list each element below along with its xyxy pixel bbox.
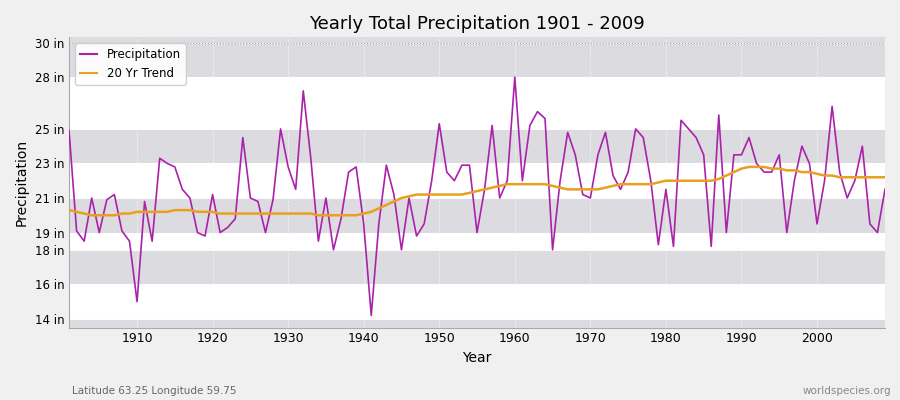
Y-axis label: Precipitation: Precipitation [15,139,29,226]
Bar [69,232,885,250]
Bar [69,164,885,198]
Text: Latitude 63.25 Longitude 59.75: Latitude 63.25 Longitude 59.75 [72,386,237,396]
Bar [69,284,885,319]
Title: Yearly Total Precipitation 1901 - 2009: Yearly Total Precipitation 1901 - 2009 [309,15,645,33]
Bar [69,77,885,129]
X-axis label: Year: Year [463,351,491,365]
Legend: Precipitation, 20 Yr Trend: Precipitation, 20 Yr Trend [75,43,185,84]
Text: worldspecies.org: worldspecies.org [803,386,891,396]
